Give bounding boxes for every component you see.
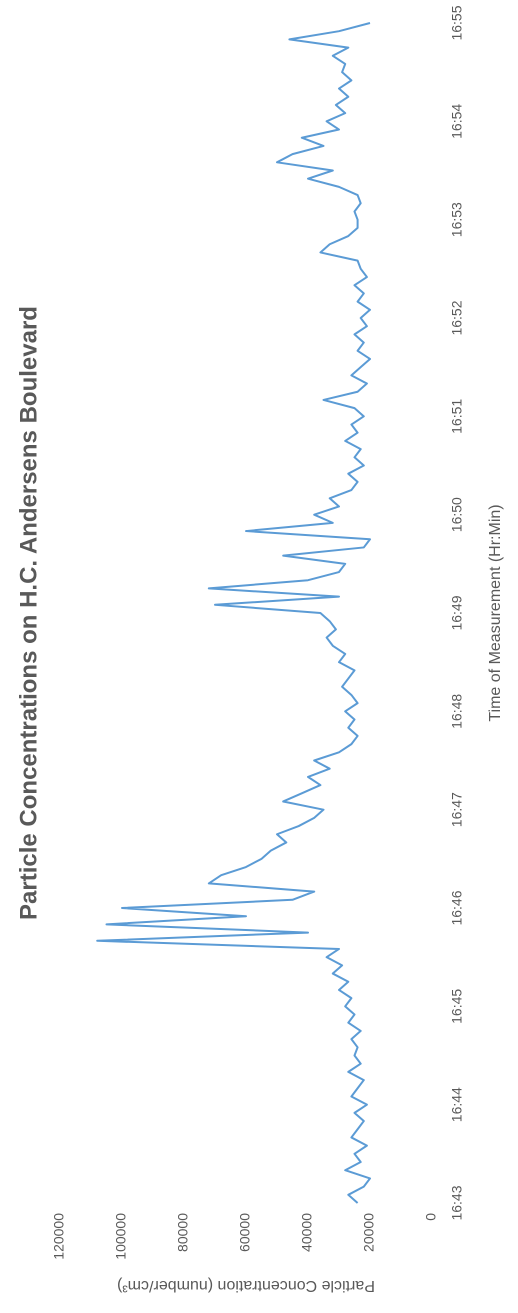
x-tick-label: 16:46: [449, 890, 465, 925]
y-tick-label: 20000: [361, 1213, 377, 1252]
x-tick-label: 16:48: [449, 694, 465, 729]
x-tick-label: 16:44: [449, 1087, 465, 1122]
y-tick-label: 100000: [113, 1213, 129, 1260]
x-tick-label: 16:50: [449, 497, 465, 532]
y-axis-title: Particle Concentration (number/cm³): [117, 1277, 375, 1294]
x-tick-label: 16:55: [449, 5, 465, 40]
x-tick-label: 16:47: [449, 792, 465, 827]
x-tick-label: 16:45: [449, 989, 465, 1024]
y-tick-label: 0: [423, 1213, 439, 1221]
x-tick-label: 16:49: [449, 595, 465, 630]
y-tick-label: 60000: [237, 1213, 253, 1252]
x-tick-label: 16:51: [449, 399, 465, 434]
x-tick-label: 16:54: [449, 104, 465, 139]
y-tick-label: 120000: [51, 1213, 67, 1260]
rotated-chart: Particle Concentrations on H.C. Andersen…: [15, 5, 504, 1294]
y-tick-label: 40000: [299, 1213, 315, 1252]
x-axis-title: Time of Measurement (Hr:Min): [487, 504, 504, 721]
data-line: [96, 22, 371, 1204]
x-tick-label: 16:43: [449, 1185, 465, 1220]
chart-title: Particle Concentrations on H.C. Andersen…: [15, 306, 42, 920]
x-tick-label: 16:52: [449, 300, 465, 335]
x-tick-label: 16:53: [449, 202, 465, 237]
y-tick-label: 80000: [175, 1213, 191, 1252]
